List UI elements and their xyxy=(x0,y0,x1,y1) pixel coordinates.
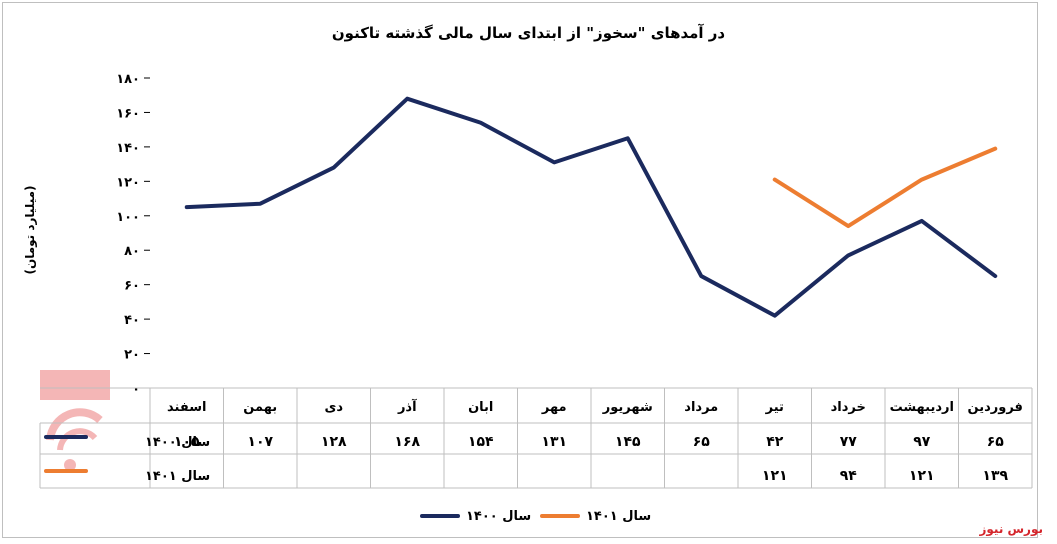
table-row-header: سال ۱۴۰۰ xyxy=(145,435,210,450)
series-line-1401 xyxy=(772,146,998,229)
table-value: ۹۴ xyxy=(840,468,858,484)
y-tick-label: ۶۰ xyxy=(124,279,140,294)
table-value: ۱۲۸ xyxy=(321,434,347,450)
category-label: بهمن xyxy=(243,400,277,415)
y-tick-label: ۴۰ xyxy=(124,313,140,328)
category-label: مرداد xyxy=(684,400,718,415)
category-label: اسفند xyxy=(167,400,206,415)
legend-label-1400: سال ۱۴۰۰ xyxy=(466,508,532,524)
chart-frame xyxy=(2,2,1038,538)
table-value: ۶۵ xyxy=(693,434,711,450)
category-label: تیر xyxy=(765,400,784,415)
y-tick-label: ۱۸۰ xyxy=(116,72,140,87)
series-line-1400 xyxy=(184,96,998,318)
legend-swatch-1401 xyxy=(540,514,580,518)
table-value: ۴۲ xyxy=(766,434,784,450)
y-tick-label: ۱۴۰ xyxy=(116,141,140,156)
table-value: ۹۷ xyxy=(913,434,931,450)
category-label: ابان xyxy=(468,400,493,415)
y-tick-label: ۸۰ xyxy=(124,244,140,259)
legend-swatch-1400 xyxy=(420,514,460,518)
table-row-header: سال ۱۴۰۱ xyxy=(145,469,210,484)
table-value: ۱۳۹ xyxy=(982,468,1008,484)
brand-label: بورس نیوز xyxy=(979,522,1043,536)
table-value: ۱۲۱ xyxy=(909,468,935,484)
category-label: فروردین xyxy=(968,400,1023,415)
table-value: ۱۳۱ xyxy=(541,434,567,450)
y-tick-label: ۰ xyxy=(132,382,140,397)
table-value: ۷۷ xyxy=(840,434,858,450)
y-tick-label: ۱۲۰ xyxy=(116,175,140,190)
table-value: ۱۶۸ xyxy=(394,434,420,450)
category-label: اردیبهشت xyxy=(890,400,954,415)
y-tick-label: ۱۰۰ xyxy=(116,210,140,225)
legend-item-1401: سال ۱۴۰۱ xyxy=(540,506,651,526)
category-label: آذر xyxy=(397,398,417,415)
chart-title: در آمدهای "سخوز" از ابتدای سال مالی گذشت… xyxy=(331,24,726,42)
category-label: خرداد xyxy=(831,400,866,415)
category-label: مهر xyxy=(541,400,567,415)
table-value: ۱۴۵ xyxy=(615,434,641,450)
table-value: ۱۰۷ xyxy=(247,434,273,450)
table-value: ۱۲۱ xyxy=(762,468,788,484)
watermark-logo-icon xyxy=(40,370,110,471)
table-value: ۱۰۵ xyxy=(174,434,200,450)
y-tick-label: ۲۰ xyxy=(124,348,140,363)
category-label: شهریور xyxy=(602,400,653,415)
table-value: ۱۵۴ xyxy=(468,434,494,450)
table-value: ۶۵ xyxy=(987,434,1005,450)
legend-label-1401: سال ۱۴۰۱ xyxy=(586,508,652,524)
category-label: دی xyxy=(324,400,343,415)
legend-item-1400: سال ۱۴۰۰ xyxy=(420,506,531,526)
y-tick-label: ۱۶۰ xyxy=(116,106,140,121)
